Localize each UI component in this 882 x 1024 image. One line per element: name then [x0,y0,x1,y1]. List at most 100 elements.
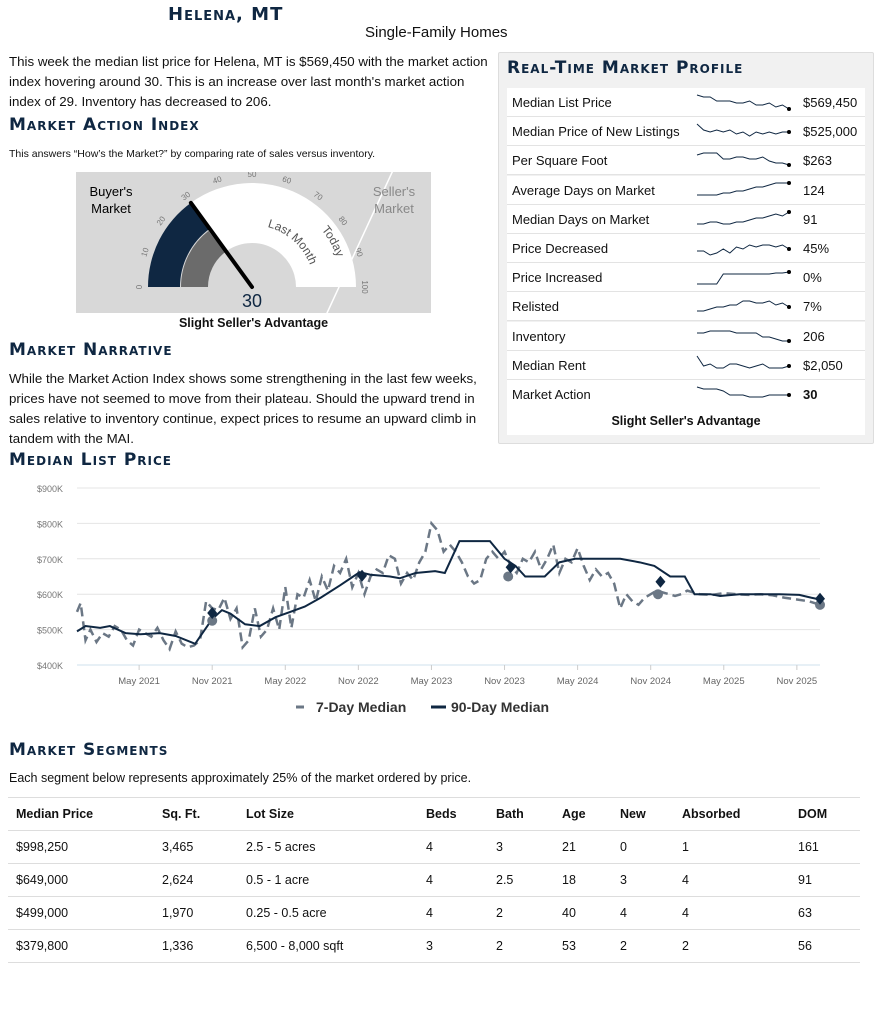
last-month-arc [181,230,226,287]
sparkline-line [696,94,790,110]
column-header: Bath [488,797,554,831]
sparkline [697,330,791,343]
column-header: Absorbed [674,797,790,831]
narrative-heading: Market Narrative [9,340,173,360]
90-day-marker [207,606,218,619]
table-row: $998,250 3,465 2.5 - 5 acres 4 3 21 0 1 161 [8,830,860,864]
last-month-track [206,213,326,287]
legend-7-day-label: 7-Day Median [316,699,406,715]
sparkline-end-dot [787,270,791,275]
90-day-marker [505,561,516,574]
x-tick-label: May 2025 [703,676,745,687]
profile-row: Median Rent $2,050 [507,350,865,380]
x-tick-label: Nov 2023 [484,676,525,687]
sparkline-line [697,211,790,225]
7-day-marker [207,615,218,626]
gauge-tick-label: 60 [281,174,293,185]
profile-value: $2,050 [803,357,843,373]
profile-row: Relisted 7% [507,292,865,322]
table-cell: 0 [612,830,674,864]
sparkline-end-dot [787,305,791,310]
profile-value: 45% [803,241,830,256]
sparkline [697,300,791,312]
sparkline-end-dot [787,393,791,397]
gauge-tick-label: 90 [353,247,364,259]
table-cell: 0.25 - 0.5 acre [238,896,418,930]
narrative-text: While the Market Action Index shows some… [9,371,477,446]
sparkline-end-dot [787,130,791,135]
column-header: Beds [418,797,488,831]
profile-label: Relisted [512,299,559,315]
sparkline-line [697,300,790,312]
sparkline-end-dot [787,107,791,111]
table-cell: $499,000 [8,896,154,930]
table-row: $499,000 1,970 0.25 - 0.5 acre 4 2 40 4 4 63 [8,896,860,930]
segments-description: Each segment below represents approximat… [9,771,472,785]
sparkline [697,180,791,196]
profile-value: $569,450 [803,95,858,110]
7-day-marker [503,571,514,582]
x-tick-label: May 2021 [118,676,160,687]
table-cell: 56 [790,929,860,963]
table-cell: 3,465 [154,830,238,864]
profile-label: Median Rent [512,357,586,373]
table-cell: 21 [554,830,612,864]
table-cell: $379,800 [8,929,154,963]
y-tick-label: $800K [37,519,63,529]
table-cell: 53 [554,929,612,963]
sparkline-end-dot [787,363,791,368]
profile-heading: Real-Time Market Profile [507,58,744,78]
profile-value: 30 [803,387,818,402]
table-row: $379,800 1,336 6,500 - 8,000 sqft 3 2 53 2 2 56 [8,929,860,963]
90-day-marker [357,569,368,582]
gauge-verdict: Slight Seller's Advantage [178,316,329,330]
median-list-price-chart: $400K $500K $600K $700K $800K $900K May 2021 No… [37,484,825,715]
chart-heading: Median List Price [9,450,173,470]
sparkline [696,355,791,369]
today-arc [148,202,210,287]
profile-label: Per Square Foot [512,153,608,169]
table-cell: 6,500 - 8,000 sqft [238,929,418,963]
gauge-needle [188,200,254,289]
gauge-tick-label: 10 [139,246,150,258]
gauge-value: 30 [242,291,262,311]
table-cell: 91 [790,863,860,897]
gauge-tick-label: 50 [248,172,257,179]
mai-heading: Market Action Index [9,115,200,135]
gauge-divider [325,172,394,314]
sparkline [697,244,791,256]
profile-row: Inventory 206 [507,321,865,351]
sparkline-line [697,330,789,342]
table-cell: 1 [674,830,790,864]
y-tick-label: $500K [37,626,63,636]
sparkline-end-dot [787,180,791,185]
table-cell: 4 [418,830,488,864]
segments-table: Median Price Sq. Ft. Lot Size Beds Bath Age Ne… [8,797,860,963]
sparkline-end-dot [787,247,791,251]
table-cell: 63 [790,896,860,930]
buyers-market-label: Buyer's Market [90,184,133,216]
sparkline-end-dot [787,163,791,168]
sellers-market-label: Seller's Market [373,184,416,216]
profile-label: Median Days on Market [512,211,650,227]
column-header: Sq. Ft. [154,797,238,831]
legend-90-day-label: 90-Day Median [451,699,549,715]
today-track [190,182,356,287]
table-cell: $998,250 [8,830,154,864]
series-7-day-line [75,520,821,652]
sparkline [697,209,791,225]
table-cell: 161 [790,830,860,864]
profile-row: Price Decreased 45% [507,234,865,263]
7-day-marker [815,599,825,610]
sparkline [697,270,791,285]
profile-value: $525,000 [803,124,858,140]
profile-label: Price Increased [512,270,603,286]
y-tick-label: $400K [37,661,63,671]
sparkline-line [696,386,789,398]
table-cell: 4 [418,863,488,897]
column-header: Lot Size [238,797,418,831]
profile-verdict: Slight Seller's Advantage [507,407,865,435]
sparkline [696,94,791,111]
table-cell: 3 [612,863,674,897]
